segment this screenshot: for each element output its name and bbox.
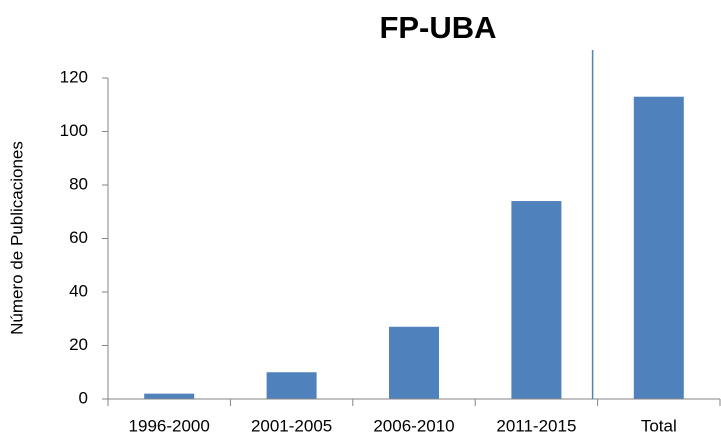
x-tick-label: 1996-2000 [129, 416, 210, 435]
y-tick-label: 20 [69, 335, 88, 354]
y-tick-label: 60 [69, 228, 88, 247]
y-tick-label: 0 [79, 388, 88, 407]
y-axis-label: Número de Publicaciones [7, 141, 26, 335]
x-tick-label: Total [641, 416, 677, 435]
x-tick-label: 2006-2010 [373, 416, 454, 435]
bar [389, 326, 439, 399]
y-tick-label: 80 [69, 174, 88, 193]
x-tick-label: 2011-2015 [496, 416, 576, 435]
bar [144, 393, 195, 399]
bar [633, 96, 684, 399]
y-tick-label: 120 [60, 67, 88, 86]
bar [266, 372, 317, 399]
y-tick-label: 40 [69, 281, 88, 300]
y-tick-label: 100 [60, 121, 88, 140]
chart-title: FP-UBA [379, 10, 496, 45]
x-tick-label: 2001-2005 [251, 416, 332, 435]
bar [511, 201, 562, 399]
